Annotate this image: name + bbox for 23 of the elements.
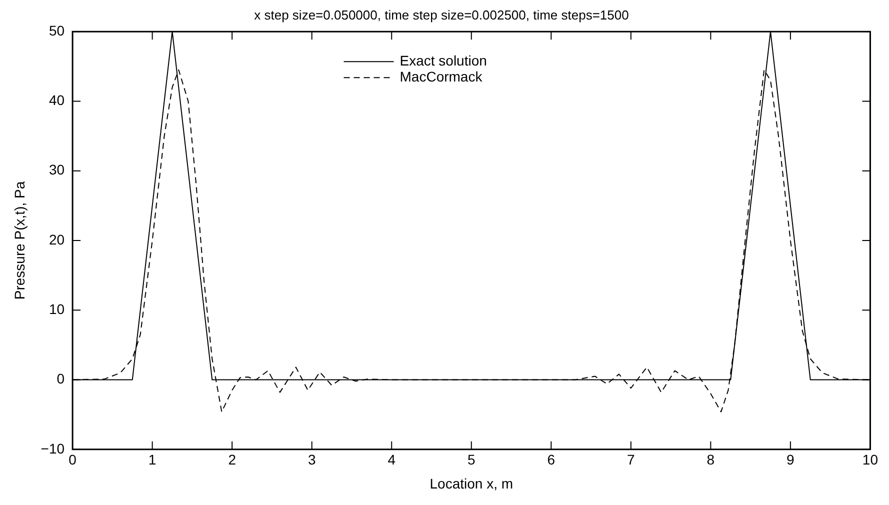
x-tick-label: 4: [388, 452, 396, 468]
y-tick-label: 0: [56, 370, 65, 387]
y-tick-label: 30: [48, 162, 65, 178]
chart-title: x step size=0.050000, time step size=0.002500, time steps=1500: [254, 7, 629, 22]
y-tick-label: 50: [48, 22, 65, 38]
x-tick-label: 7: [627, 452, 636, 468]
x-tick-label: 2: [228, 452, 236, 468]
x-tick-label: 5: [467, 452, 476, 468]
legend-label: Exact solution: [400, 52, 487, 68]
y-axis-title: Pressure P(x,t), Pa: [11, 181, 28, 300]
x-tick-label: 0: [68, 452, 77, 468]
y-tick-label: −10: [40, 440, 65, 456]
x-tick-label: 6: [547, 452, 556, 468]
x-tick-label: 3: [308, 452, 316, 468]
y-tick-label: 10: [48, 300, 65, 317]
x-tick-label: 8: [706, 452, 715, 468]
y-tick-label: 40: [48, 92, 65, 108]
x-tick-label: 9: [786, 452, 795, 468]
x-axis-title: Location x, m: [430, 475, 514, 492]
y-tick-label: 20: [48, 231, 65, 248]
x-tick-label: 1: [148, 452, 156, 468]
x-tick-label: 10: [862, 452, 878, 468]
legend-label: MacCormack: [400, 68, 484, 84]
